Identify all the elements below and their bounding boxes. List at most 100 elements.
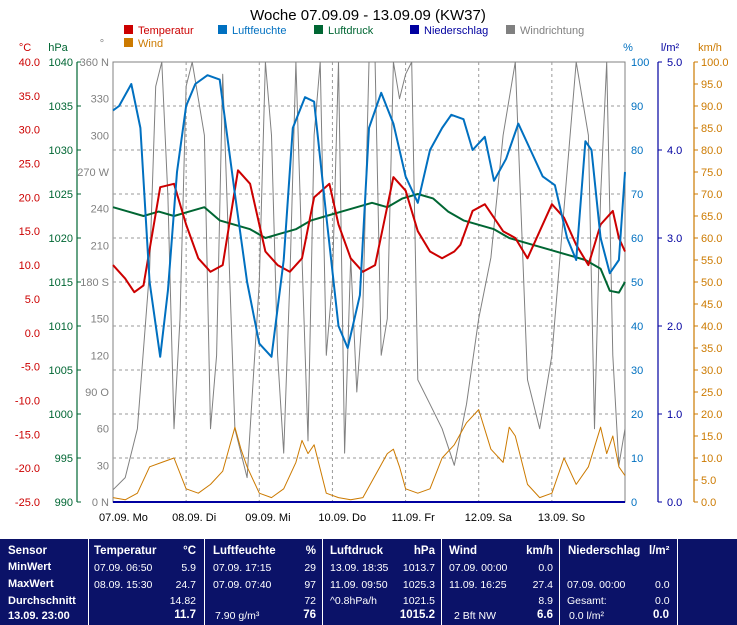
tick-temp: 0.0 [25,328,40,340]
point-temperatur [484,204,485,205]
point-windrichtung [167,196,168,197]
x-tick-label: 07.09. Mo [99,512,148,524]
point-luftfeuchte [118,105,119,106]
point-luftfeuchte [585,141,586,142]
point-wind [173,457,174,458]
point-luftfeuchte [463,119,464,120]
point-luftfeuchte [618,259,619,260]
point-windrichtung [216,355,217,356]
point-windrichtung [173,428,174,429]
column-separator [559,539,560,625]
point-temperatur [362,271,363,272]
point-wind [125,499,126,500]
point-luftdruck [432,198,433,199]
point-wind [271,497,272,498]
point-wind [417,493,418,494]
tick-temp: 25.0 [19,159,40,171]
wind-max-time: 11.09. 16:25 [449,579,507,591]
axis-unit-wind: km/h [698,42,722,54]
point-luftfeuchte [326,215,327,216]
point-wind [454,444,455,445]
point-wind [161,462,162,463]
tick-hum: 10 [631,453,643,465]
point-luftdruck [524,242,525,243]
tick-wind: 15.0 [701,431,722,443]
tick-wind: 75.0 [701,167,722,179]
tick-press: 995 [55,453,73,465]
point-wind [137,493,138,494]
legend-label-3: Niederschlag [424,25,488,37]
point-temperatur [539,231,540,232]
x-tick-label: 13.09. So [538,512,585,524]
point-luftfeuchte [542,176,543,177]
tick-wind: 45.0 [701,299,722,311]
point-luftfeuchte [219,79,220,80]
axis-unit-dir: ° [100,38,104,50]
point-wind [314,444,315,445]
point-temperatur [502,231,503,232]
point-wind [600,427,601,428]
legend-swatch-5 [124,38,133,47]
point-wind [387,453,388,454]
pressure-max-value: 1025.3 [402,579,435,591]
tick-wind: 35.0 [701,343,722,355]
point-windrichtung [265,61,266,62]
series-luftdruck [112,193,626,294]
point-windrichtung [161,61,162,62]
legend-label-1: Luftfeuchte [232,25,286,37]
point-temperatur [301,258,302,259]
x-tick-label: 09.09. Mi [245,512,290,524]
tick-dir: 30 [97,460,109,472]
point-luftfeuchte [195,83,196,84]
point-luftdruck [356,207,357,208]
point-windrichtung [600,196,601,197]
tick-dir: 360 N [80,57,109,69]
point-temperatur [429,251,430,252]
tick-wind: 25.0 [701,387,722,399]
rain-value: 0.0 [655,579,670,591]
tick-hum: 60 [631,233,643,245]
point-temperatur [393,176,394,177]
point-luftdruck [624,281,625,282]
point-windrichtung [594,428,595,429]
tick-dir: 300 [91,130,109,142]
point-niederschlag [112,501,113,502]
tick-wind: 40.0 [701,321,722,333]
point-temperatur [618,237,619,238]
point-luftdruck [310,220,311,221]
point-windrichtung [606,61,607,62]
point-windrichtung [417,379,418,380]
point-luftfeuchte [484,136,485,137]
point-temperatur [289,271,290,272]
tick-temp: 35.0 [19,91,40,103]
point-wind [307,453,308,454]
point-wind [374,475,375,476]
point-luftdruck [509,237,510,238]
pressure-trend: ^0.8hPa/h [330,595,377,607]
point-wind [606,453,607,454]
temperature-unit: °C [183,545,196,557]
wind-current: 6.6 [537,609,553,621]
wind-min-value: 0.0 [538,562,553,574]
tick-wind: 10.0 [701,453,722,465]
point-windrichtung [527,379,528,380]
humidity-max-value: 97 [304,579,316,591]
point-luftfeuchte [381,92,382,93]
point-luftfeuchte [234,193,235,194]
point-temperatur [588,264,589,265]
point-temperatur [314,197,315,198]
point-temperatur [186,224,187,225]
point-wind [551,493,552,494]
point-wind [466,422,467,423]
point-temperatur [210,271,211,272]
point-wind [502,462,503,463]
point-luftfeuchte [624,171,625,172]
point-windrichtung [393,61,394,62]
point-luftfeuchte [338,325,339,326]
point-luftdruck [112,207,113,208]
tick-rain: 1.0 [667,409,682,421]
point-wind [509,427,510,428]
temperature-min-value: 5.9 [181,562,196,574]
point-windrichtung [454,465,455,466]
point-wind [515,435,516,436]
